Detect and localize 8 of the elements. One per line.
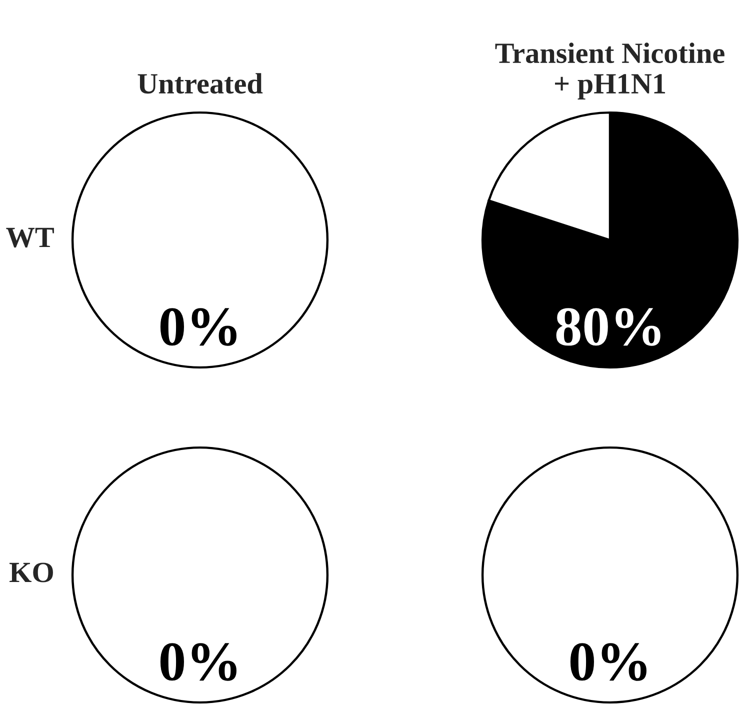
text: KO: [10, 562, 53, 582]
text: 0%: [570, 643, 646, 681]
chart-title: Untreated: [138, 73, 263, 94]
chart-title: Transient Nicotine + pH1N1: [495, 42, 724, 100]
data-label: 80%: [556, 308, 660, 346]
text: 0%: [160, 308, 236, 346]
text: 0%: [160, 643, 236, 681]
text: WT: [6, 228, 54, 248]
